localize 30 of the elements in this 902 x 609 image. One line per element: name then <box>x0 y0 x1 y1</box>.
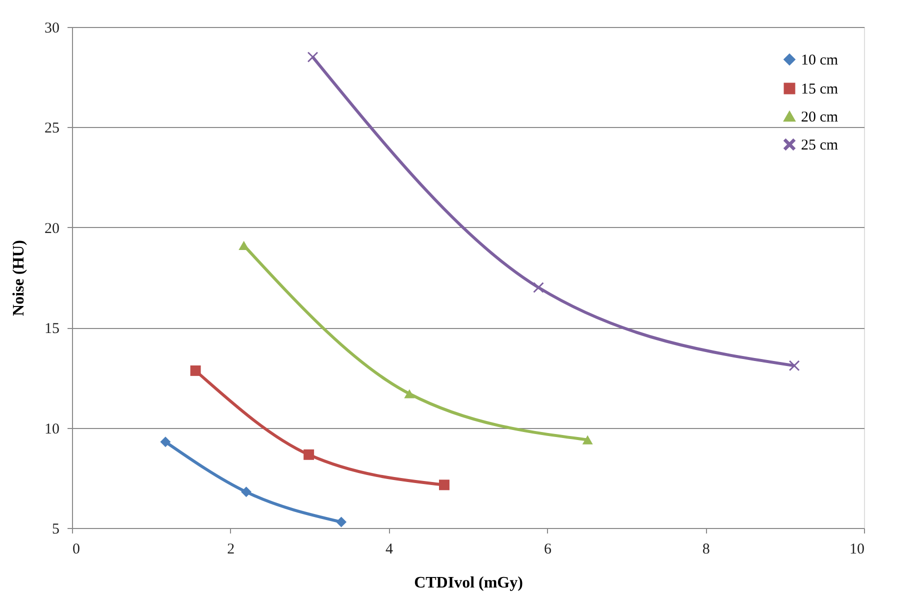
legend-label: 25 cm <box>801 138 838 154</box>
y-tick-label: 10 <box>44 421 60 438</box>
x-axis-title: CTDIvol (mGy) <box>414 574 523 592</box>
point <box>304 449 314 460</box>
legend-label: 20 cm <box>801 110 838 126</box>
point <box>582 435 593 444</box>
x-tick-label: 6 <box>544 542 552 558</box>
x-tick-label: 4 <box>386 542 394 558</box>
x-tick-label: 8 <box>702 542 710 558</box>
point <box>533 282 544 293</box>
y-tick-label: 30 <box>44 20 60 36</box>
point <box>308 52 318 62</box>
point <box>789 360 800 371</box>
x-tick-label: 0 <box>72 542 80 558</box>
x-tick-label: 2 <box>227 542 235 558</box>
point <box>404 389 415 398</box>
point <box>240 486 252 498</box>
y-tick-label: 25 <box>44 120 60 137</box>
point <box>438 480 450 490</box>
y-tick-label: 15 <box>44 321 60 338</box>
legend-label: 10 cm <box>801 52 838 68</box>
legend-label: 15 cm <box>801 82 838 98</box>
y-axis-title: Noise (HU) <box>10 240 28 316</box>
point <box>238 240 250 250</box>
y-tick-label: 5 <box>52 522 60 538</box>
x-tick-label: 10 <box>850 542 864 558</box>
point <box>336 516 347 528</box>
point <box>160 436 171 448</box>
y-tick-label: 20 <box>44 220 60 237</box>
point <box>190 365 201 376</box>
